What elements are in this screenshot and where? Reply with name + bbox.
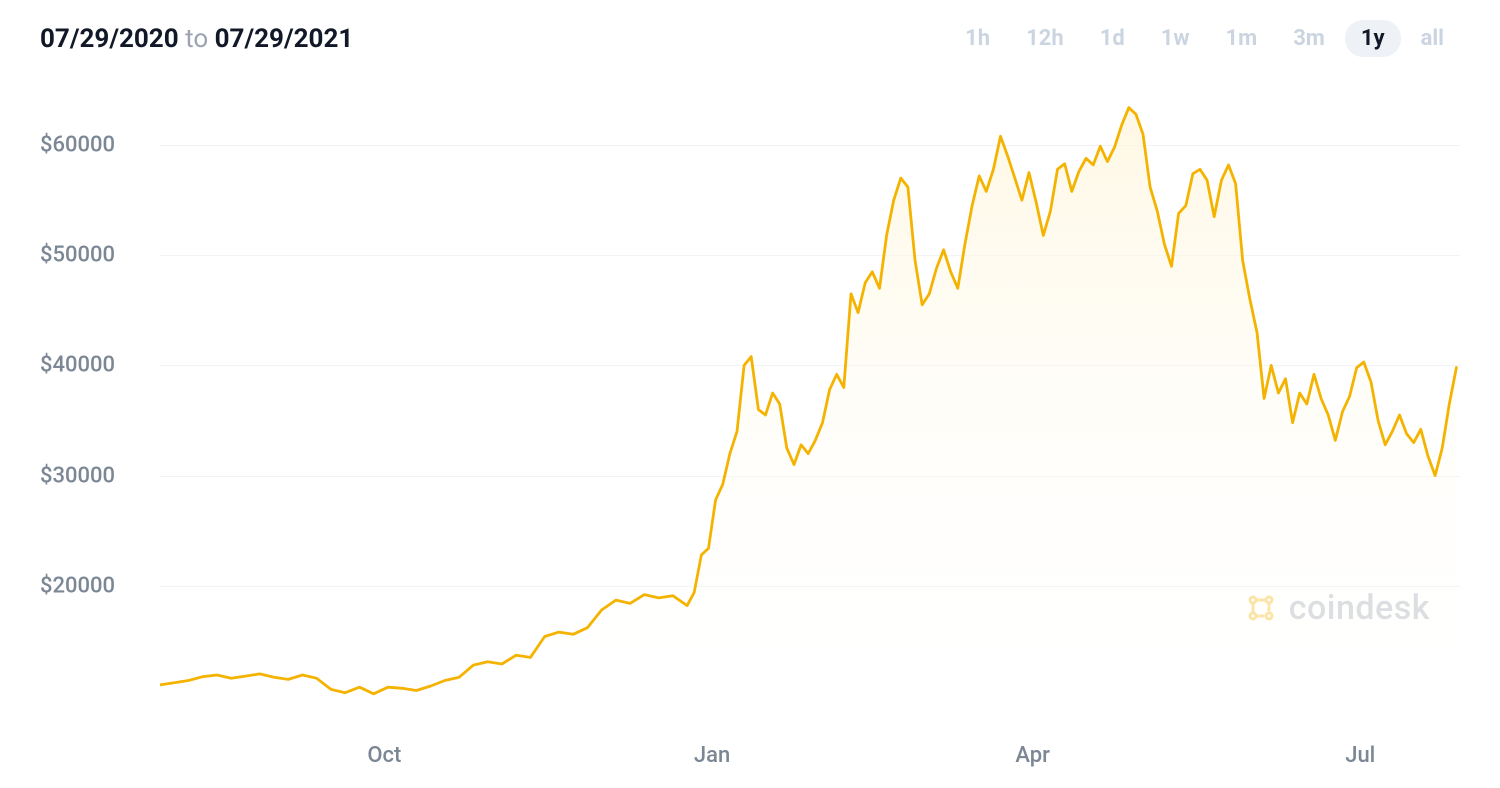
chart-plot-area[interactable]: coindesk — [160, 90, 1460, 718]
date-end: 07/29/2021 — [215, 24, 354, 54]
price-chart: $20000 $30000 $40000 $50000 $60000 — [40, 90, 1460, 768]
time-tab-1y[interactable]: 1y — [1345, 20, 1401, 57]
y-axis-label: $20000 — [40, 573, 115, 598]
x-axis-label: Jul — [1345, 743, 1375, 768]
chart-area-fill — [160, 108, 1456, 718]
time-tab-1w[interactable]: 1w — [1145, 20, 1206, 57]
x-axis-label: Apr — [1015, 743, 1050, 768]
time-tab-1h[interactable]: 1h — [949, 20, 1006, 57]
time-range-tabs: 1h12h1d1w1m3m1yall — [949, 20, 1460, 57]
y-axis-label: $60000 — [40, 133, 115, 158]
date-start: 07/29/2020 — [40, 24, 179, 54]
time-tab-1m[interactable]: 1m — [1210, 20, 1274, 57]
time-tab-1d[interactable]: 1d — [1084, 20, 1141, 57]
x-axis-label: Jan — [694, 743, 730, 768]
chart-svg — [160, 90, 1460, 718]
time-tab-all[interactable]: all — [1405, 20, 1460, 57]
time-tab-12h[interactable]: 12h — [1010, 20, 1080, 57]
y-axis-label: $50000 — [40, 243, 115, 268]
x-axis-label: Oct — [367, 743, 401, 768]
time-tab-3m[interactable]: 3m — [1277, 20, 1341, 57]
y-axis-label: $30000 — [40, 463, 115, 488]
y-axis-label: $40000 — [40, 353, 115, 378]
date-to-word: to — [185, 24, 208, 54]
chart-header: 07/29/2020 to 07/29/2021 1h12h1d1w1m3m1y… — [0, 0, 1500, 67]
date-range: 07/29/2020 to 07/29/2021 — [40, 24, 353, 54]
